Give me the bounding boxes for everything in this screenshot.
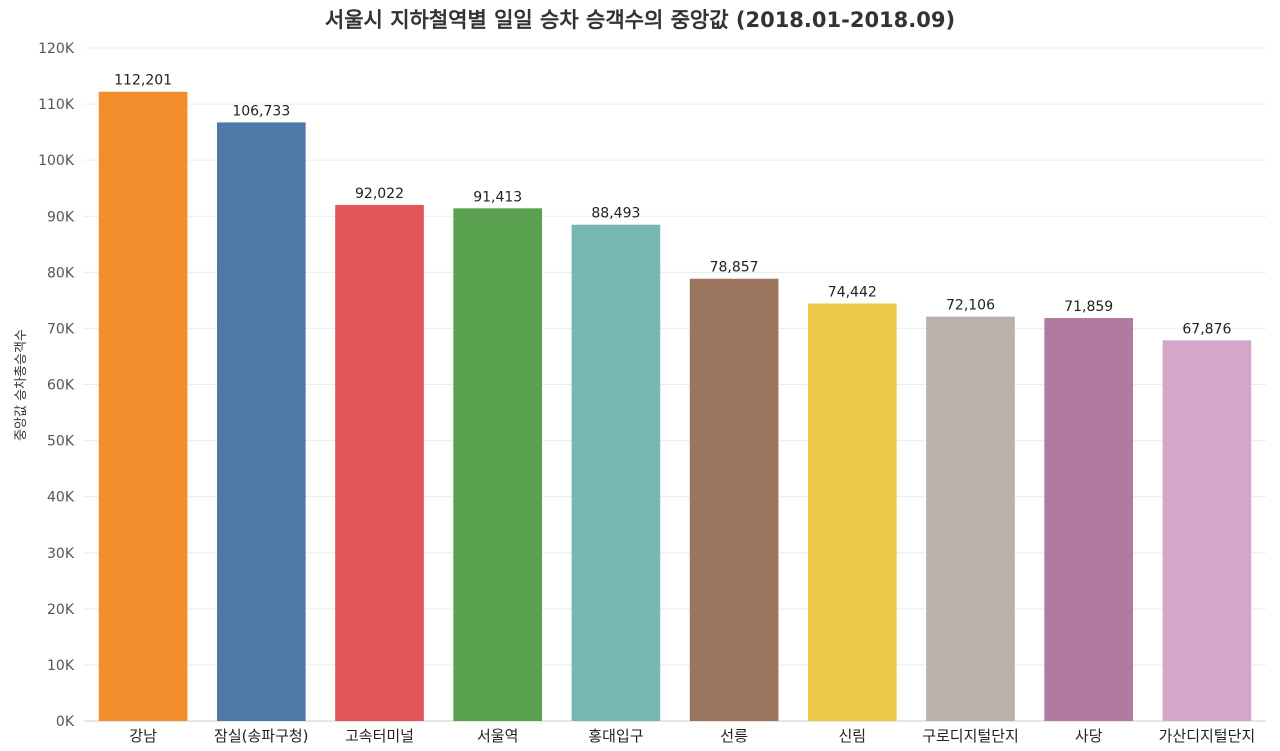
x-axis-ticks: 강남 잠실(송파구청) 고속터미널 서울역 홍대입구 선릉 신림 구로디지털단지 사당 가산디지털… (129, 727, 1255, 745)
data-label: 92,022 (355, 186, 404, 202)
y-tick-label: 40K (47, 490, 75, 506)
y-axis-ticks: 0K 10K 20K 30K 40K 50K 60K 70K 80K 90K 100K 110K 120… (38, 41, 75, 730)
y-tick-label: 10K (47, 658, 75, 674)
x-tick-label: 사당 (1075, 727, 1103, 745)
data-label: 112,201 (114, 73, 172, 89)
x-tick-label: 강남 (129, 727, 157, 745)
y-tick-label: 70K (47, 321, 75, 337)
bar (926, 316, 1015, 721)
x-tick-label: 선릉 (720, 727, 748, 745)
y-tick-label: 0K (56, 714, 75, 730)
data-label: 88,493 (591, 206, 640, 222)
bar (1044, 317, 1134, 721)
x-tick-label: 잠실(송파구청) (214, 727, 309, 745)
y-tick-label: 20K (47, 602, 75, 618)
x-tick-label: 구로디지털단지 (922, 727, 1019, 745)
bar (807, 303, 897, 721)
y-tick-label: 30K (47, 546, 75, 562)
x-tick-label: 고속터미널 (345, 727, 414, 745)
x-tick-label: 신림 (838, 727, 866, 745)
x-tick-label: 홍대입구 (588, 727, 643, 745)
bar (571, 224, 661, 721)
data-label: 91,413 (473, 189, 522, 205)
x-tick-label: 서울역 (477, 727, 518, 745)
y-tick-label: 80K (47, 265, 75, 281)
bar (216, 122, 306, 721)
bars (98, 91, 1252, 722)
bar (1162, 340, 1252, 721)
y-tick-label: 120K (38, 41, 75, 57)
bar (689, 278, 779, 721)
data-label: 72,106 (946, 298, 995, 314)
data-label: 106,733 (232, 103, 290, 119)
x-tick-label: 가산디지털단지 (1159, 727, 1256, 745)
data-label: 74,442 (828, 285, 877, 301)
bar (453, 208, 543, 721)
y-tick-label: 50K (47, 434, 75, 450)
data-label: 71,859 (1064, 299, 1113, 315)
y-axis-label: 중앙값 승차총승객수 (14, 329, 29, 441)
chart-title: 서울시 지하철역별 일일 승차 승객수의 중앙값 (2018.01-2018.0… (325, 8, 955, 32)
y-tick-label: 100K (38, 153, 75, 169)
data-label: 78,857 (710, 260, 759, 276)
bar (98, 91, 188, 722)
y-tick-label: 110K (38, 97, 75, 113)
y-tick-label: 90K (47, 209, 75, 225)
data-labels: 112,201 106,733 92,022 91,413 88,493 78,857 74… (114, 73, 1231, 338)
y-tick-label: 60K (47, 378, 75, 394)
data-label: 67,876 (1182, 321, 1231, 337)
bar (335, 204, 424, 722)
